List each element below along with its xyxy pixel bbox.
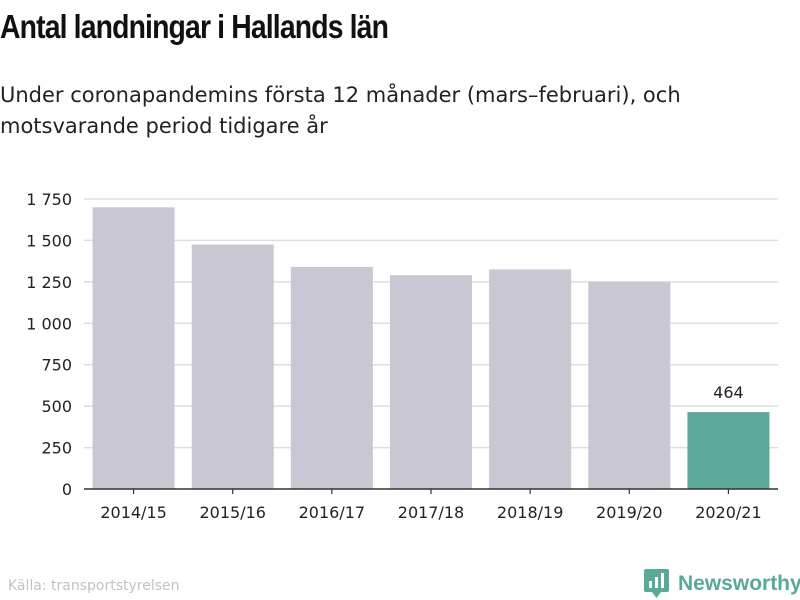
brand[interactable]: Newsworthy [644,568,800,600]
y-tick-label: 1 500 [26,231,72,250]
source-note: Källa: transportstyrelsen [8,578,180,594]
bar-2019-20 [588,281,671,489]
bar-2020-21 [687,412,770,489]
y-tick-label: 500 [41,397,72,416]
newsworthy-logo-icon [644,569,669,598]
chart-title: Antal landningar i Hallands län [0,8,389,45]
bar-2017-18 [390,275,472,489]
brand-name: Newsworthy [678,572,800,595]
x-tick-label: 2016/17 [299,503,365,522]
chart-subtitle: Under coronapandemins första 12 månader … [0,83,681,138]
bar-2016-17 [290,266,373,489]
y-tick-label: 750 [41,356,72,375]
bar-2014-15 [92,207,175,490]
y-tick-label: 1 750 [26,190,72,209]
y-tick-label: 0 [62,480,72,499]
x-tick-label: 2018/19 [497,503,563,522]
data-label: 464 [713,383,744,402]
x-tick-label: 2015/16 [199,503,265,522]
x-tick-label: 2017/18 [398,503,464,522]
y-tick-label: 1 250 [26,273,72,292]
bar-2015-16 [191,244,274,489]
x-tick-label: 2019/20 [596,503,662,522]
x-tick-label: 2020/21 [695,503,761,522]
x-tick-label: 2014/15 [100,503,166,522]
y-tick-label: 250 [41,439,72,458]
bar-2018-19 [489,269,572,489]
y-tick-label: 1 000 [26,314,72,333]
